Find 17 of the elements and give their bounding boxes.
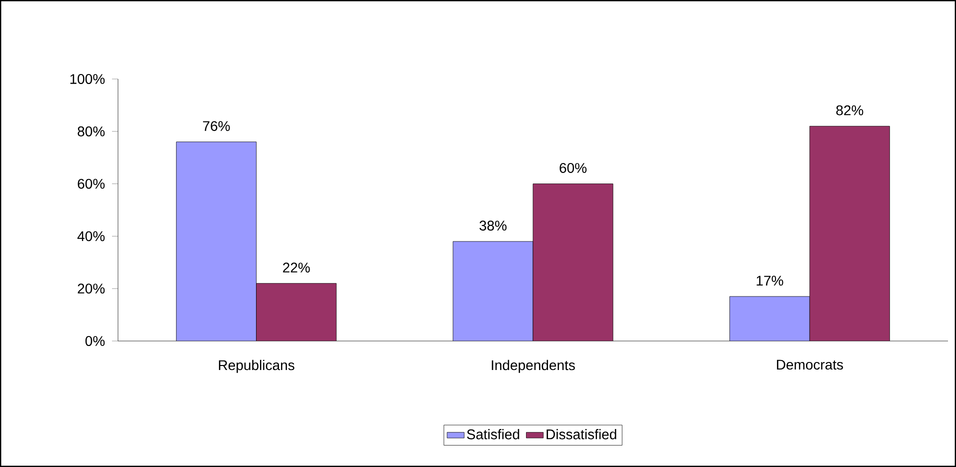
data-label: 22% [283,262,310,272]
y-tick-label: 0% [85,336,105,346]
data-label: 17% [756,276,784,286]
y-tick-label: 80% [78,126,105,136]
data-label: 38% [480,220,507,231]
y-tick-label: 60% [78,178,105,189]
y-tick-label: 100% [70,74,105,84]
y-tick-label: 20% [78,284,105,294]
data-label: 76% [203,121,230,132]
data-label: 60% [560,163,587,173]
x-tick-label: Independents [492,360,575,373]
data-label: 82% [836,105,864,116]
legend-label: Satisfied [467,429,520,440]
legend-label: Dissatisfied [546,429,616,440]
x-tick-label: Democrats [776,360,843,370]
y-tick-label: 40% [77,231,105,242]
x-tick-label: Republicans [218,360,294,373]
